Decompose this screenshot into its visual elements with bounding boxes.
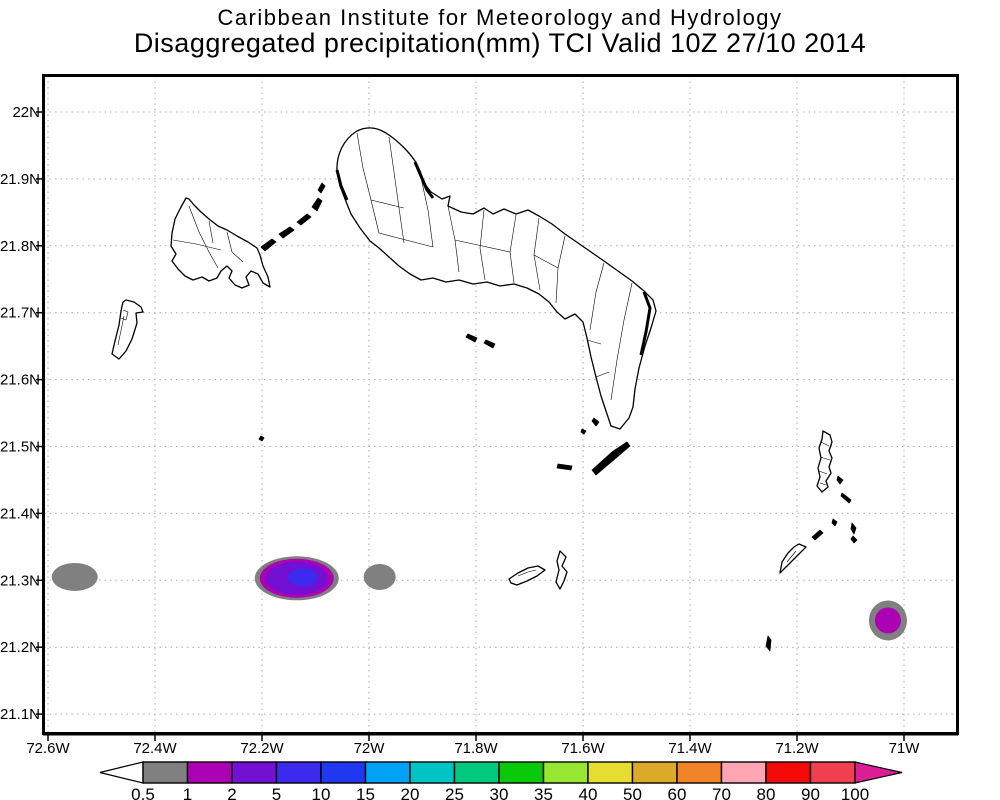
colorbar-boundary-label: 15 — [356, 785, 375, 800]
precip-contour-ring — [287, 568, 318, 587]
plot-frame — [42, 74, 959, 735]
colorbar-segment — [587, 761, 634, 784]
colorbar: 0.5 1 2 5 10 15 20 25 30 35 40 50 60 70 80 90 100 — [99, 761, 903, 800]
colorbar-segment — [275, 761, 322, 784]
coastlines — [111, 127, 858, 652]
x-tick-label: 71.6W — [561, 740, 605, 755]
x-tick-label: 72W — [354, 740, 386, 755]
colorbar-boundary-label: 70 — [712, 785, 731, 800]
precip-contour-ring — [51, 562, 98, 591]
y-tick-label: 21.5N — [0, 439, 40, 456]
y-tick-label: 21.7N — [0, 305, 40, 322]
colorbar-boundary-label: 2 — [227, 785, 236, 800]
colorbar-segment — [231, 761, 278, 784]
x-tick-label: 72.2W — [240, 740, 284, 755]
colorbar-segment — [409, 761, 456, 784]
colorbar-boundary-label: 90 — [801, 785, 820, 800]
colorbar-underflow-arrow — [99, 761, 144, 784]
colorbar-segment — [186, 761, 233, 784]
colorbar-segment — [453, 761, 500, 784]
figure-title: Caribbean Institute for Meteorology and … — [217, 5, 783, 30]
colorbar-boundary-label: 100 — [841, 785, 869, 800]
x-tick-label: 71.4W — [668, 740, 712, 755]
island-salt-cay — [779, 543, 807, 574]
colorbar-boundary-label: 20 — [401, 785, 420, 800]
island-grand-turk — [816, 430, 833, 493]
colorbar-segment — [809, 761, 856, 784]
island-ambergris-cays — [508, 550, 568, 590]
colorbar-segment — [498, 761, 545, 784]
coast-detail — [335, 161, 652, 356]
colorbar-boundary-label: 60 — [668, 785, 687, 800]
map-plot: 72.6W 72.4W 72.2W 72W 71.8W 71.6W 71.4W 71.2W 71… — [0, 74, 959, 755]
precip-contour-ring — [874, 607, 901, 634]
colorbar-boundary-label: 80 — [757, 785, 776, 800]
colorbar-boundary-label: 1 — [183, 785, 192, 800]
x-tick-label: 71.8W — [454, 740, 498, 755]
island-north-middle-east-caicos — [336, 127, 657, 430]
island-providenciales — [170, 197, 271, 289]
figure-subtitle: Disaggregated precipitation(mm) TCI Vali… — [133, 28, 867, 58]
colorbar-segment — [676, 761, 723, 784]
colorbar-boundary-label: 0.5 — [131, 785, 155, 800]
island-caicos-cay-chain — [260, 182, 326, 252]
island-west-caicos — [111, 299, 144, 360]
y-tick-label: 21.3N — [0, 572, 40, 589]
x-tick-label: 72.6W — [26, 740, 70, 755]
y-tick-label: 21.6N — [0, 372, 40, 389]
axis-ticks — [36, 111, 905, 741]
colorbar-boundary-label: 35 — [534, 785, 553, 800]
y-tick-label: 21.4N — [0, 505, 40, 522]
colorbar-segment — [364, 761, 411, 784]
y-tick-label: 22N — [12, 104, 40, 121]
colorbar-boundary-label: 50 — [623, 785, 642, 800]
x-tick-label: 72.4W — [133, 740, 177, 755]
colorbar-boundary-label: 5 — [272, 785, 281, 800]
y-tick-label: 21.2N — [0, 639, 40, 656]
colorbar-boundary-label: 10 — [312, 785, 331, 800]
island-grand-turk-cays — [765, 475, 858, 652]
precip-contour-ring — [363, 563, 396, 590]
axis-labels: 72.6W 72.4W 72.2W 72W 71.8W 71.6W 71.4W 71.2W 71… — [0, 104, 920, 755]
x-tick-label: 71.2W — [775, 740, 819, 755]
grid-lines — [44, 76, 957, 733]
colorbar-segment — [142, 761, 189, 784]
colorbar-segment — [542, 761, 589, 784]
colorbar-segment — [765, 761, 812, 784]
x-tick-label: 71W — [889, 740, 921, 755]
colorbar-boundary-label: 30 — [490, 785, 509, 800]
colorbar-boundary-label: 25 — [445, 785, 464, 800]
colorbar-segment — [631, 761, 678, 784]
island-south-caicos-cays — [258, 333, 631, 476]
colorbar-segment — [720, 761, 767, 784]
y-tick-label: 21.9N — [0, 171, 40, 188]
y-tick-label: 21.8N — [0, 238, 40, 255]
y-tick-label: 21.1N — [0, 706, 40, 723]
colorbar-segment — [320, 761, 367, 784]
colorbar-boundary-label: 40 — [579, 785, 598, 800]
colorbar-overflow-arrow — [854, 761, 903, 784]
precip-cells — [51, 556, 907, 641]
